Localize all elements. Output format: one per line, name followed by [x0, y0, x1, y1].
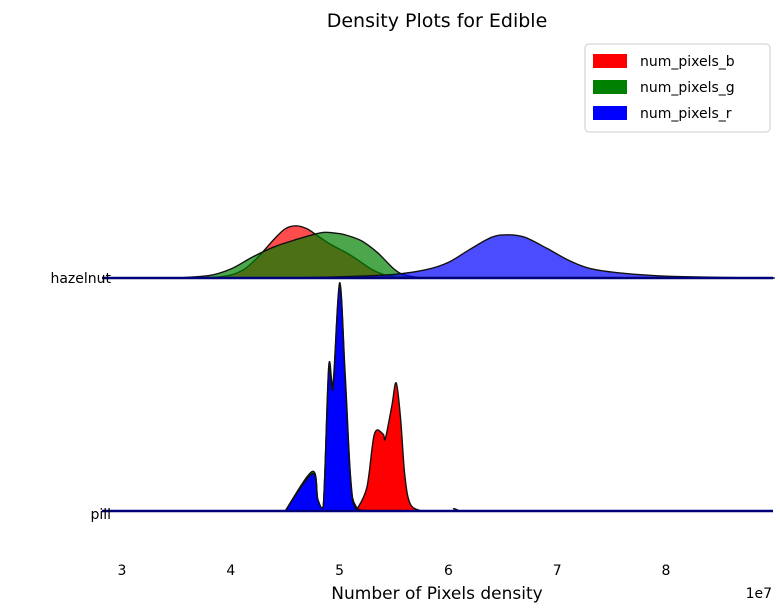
legend-swatch-num-pixels-b: [593, 54, 627, 68]
xtick-label-6: 6: [444, 563, 453, 579]
legend-items: num_pixels_b num_pixels_g num_pixels_r: [593, 54, 735, 122]
density-pill-num-pixels-r: [283, 284, 373, 512]
density-hazelnut-num-pixels-r: [285, 234, 775, 279]
legend-box: [584, 43, 771, 133]
x-axis-ticks: 3 4 5 6 7 8: [118, 563, 671, 579]
ridge-pill: [102, 281, 773, 513]
chart-title: Density Plots for Edible: [327, 10, 548, 32]
x-axis-label: Number of Pixels density: [331, 584, 542, 604]
legend: num_pixels_b num_pixels_g num_pixels_r: [584, 43, 771, 133]
xtick-label-3: 3: [118, 563, 127, 579]
density-hazelnut-num-pixels-g: [176, 231, 422, 279]
ytick-label-hazelnut: hazelnut: [50, 271, 111, 287]
xtick-label-8: 8: [662, 563, 671, 579]
legend-swatch-num-pixels-g: [593, 80, 627, 94]
ridges-layer: [102, 225, 775, 513]
legend-label-num-pixels-b: num_pixels_b: [640, 54, 735, 70]
x-axis-offset-label: 1e7: [746, 586, 772, 602]
ytick-label-pill: pill: [90, 507, 111, 523]
legend-label-num-pixels-r: num_pixels_r: [640, 106, 732, 122]
density-pill-num-pixels-b: [354, 382, 424, 512]
xtick-label-5: 5: [335, 563, 344, 579]
xtick-label-7: 7: [553, 563, 562, 579]
legend-label-num-pixels-g: num_pixels_g: [640, 80, 735, 96]
xtick-label-4: 4: [226, 563, 235, 579]
ridge-hazelnut: [102, 225, 775, 280]
legend-swatch-num-pixels-r: [593, 106, 627, 120]
